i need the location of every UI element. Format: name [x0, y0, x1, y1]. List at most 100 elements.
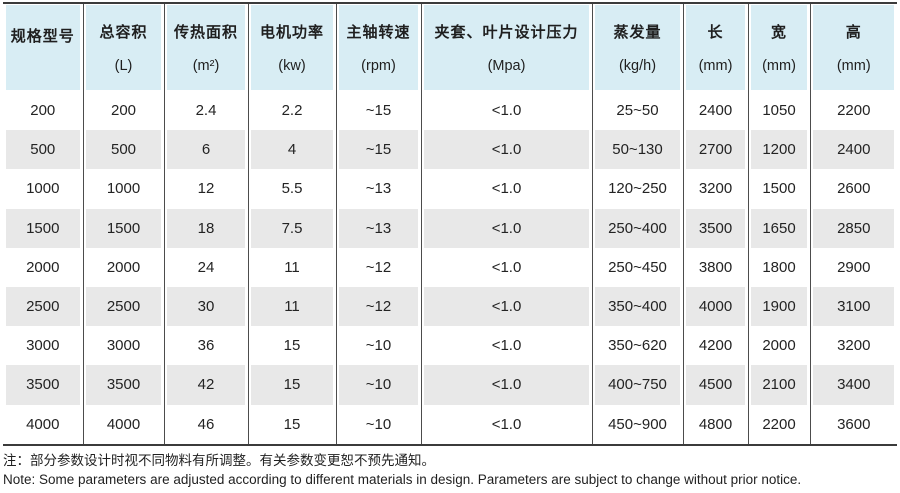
column-unit: (mm) [836, 58, 871, 74]
table-cell: 350~400 [591, 286, 683, 327]
table-cell: 200 [30, 102, 56, 120]
table-cell: 1800 [747, 247, 810, 287]
column-label: 夹套、叶片设计压力 [434, 24, 579, 41]
header-cell-1: 总容积 (L) [82, 4, 164, 91]
column-label: 长 [707, 24, 724, 41]
table-cell: 2000 [747, 326, 810, 366]
column-unit: (Mpa) [487, 58, 526, 74]
header-cell-0: 规格型号 [3, 4, 83, 91]
header-cell-6: 蒸发量 (kg/h) [591, 4, 683, 91]
table-cell: 3000 [26, 337, 60, 355]
table-cell: 1050 [747, 91, 810, 131]
table-cell: 2500 [82, 286, 164, 327]
table-cell: 400~750 [591, 365, 683, 405]
table-cell: 6 [163, 130, 248, 170]
column-unit: (m²) [192, 58, 220, 74]
column-label: 高 [845, 24, 862, 41]
table-cell: 2400 [682, 91, 748, 131]
table-cell: 4500 [682, 365, 748, 405]
footnotes: 注：部分参数设计时视不同物料有所调整。有关参数变更恕不预先通知。 Note: S… [3, 451, 900, 489]
table-cell: 1650 [747, 208, 810, 248]
header-cell-4: 主轴转速 (rpm) [335, 4, 421, 91]
table-cell: 2.2 [247, 91, 336, 131]
table-cell: 15 [247, 326, 336, 366]
table-cell: <1.0 [420, 208, 592, 248]
header-cell-9: 高 (mm) [809, 4, 897, 91]
table-cell: 2500 [3, 286, 83, 327]
table-cell: 50~130 [591, 130, 683, 170]
table-cell: ~12 [335, 247, 421, 287]
table-cell: 46 [163, 404, 248, 444]
column-unit: (mm) [698, 58, 733, 74]
table-cell: 450~900 [591, 404, 683, 444]
header-cell-inner: 电机功率 (kw) [252, 5, 333, 90]
header-cell-inner: 规格型号 [6, 5, 80, 90]
table-cell: <1.0 [420, 326, 592, 366]
table-row: 500 500 6 4 ~15 <1.0 50~130 2700 1200 2400 [3, 130, 897, 170]
table-cell: ~10 [335, 404, 421, 444]
table-cell: 3200 [809, 326, 897, 366]
table-cell: ~12 [335, 286, 421, 327]
table-row: 3000 3000 36 15 ~10 <1.0 350~620 4200 2000 3200 [3, 326, 897, 366]
table-cell: 42 [163, 365, 248, 405]
table-cell: <1.0 [420, 365, 592, 405]
table-row: 1000 1000 12 5.5 ~13 <1.0 120~250 3200 1500 2600 [3, 169, 897, 209]
table-cell: <1.0 [420, 169, 592, 209]
note-chinese: 注：部分参数设计时视不同物料有所调整。有关参数变更恕不预先通知。 [3, 452, 435, 468]
column-label: 总容积 [99, 24, 148, 41]
header-cell-2: 传热面积 (m²) [163, 4, 248, 91]
column-label: 主轴转速 [346, 24, 411, 41]
table-cell: 2.4 [163, 91, 248, 131]
header-cell-inner: 高 (mm) [814, 5, 895, 90]
table-cell: 350~620 [591, 326, 683, 366]
table-cell: 15 [247, 365, 336, 405]
table-cell: <1.0 [420, 91, 592, 131]
table-cell: 200 [82, 91, 164, 131]
table-cell: 3600 [809, 404, 897, 444]
table-cell: 2700 [682, 130, 748, 170]
table-cell: ~15 [335, 130, 421, 170]
table-cell: 18 [163, 208, 248, 248]
table-cell: 1200 [747, 130, 810, 170]
column-unit: (mm) [762, 58, 796, 74]
table-cell: <1.0 [420, 404, 592, 444]
table-cell: ~13 [335, 208, 421, 248]
column-label: 宽 [770, 24, 787, 41]
table-row: 2500 2500 30 11 ~12 <1.0 350~400 4000 1900 3100 [3, 286, 897, 327]
table-cell: 3500 [3, 365, 83, 405]
table-cell: 4000 [82, 404, 164, 444]
table-cell: 1000 [26, 180, 60, 198]
header-cell-8: 宽 (mm) [747, 4, 810, 91]
table-cell: ~15 [335, 91, 421, 131]
table-header-row: 规格型号 总容积 (L) 传热面积 (m²) 电机功率 (kw) 主轴转速 (rpm) 夹套、叶片… [3, 4, 897, 91]
table-cell: 24 [163, 247, 248, 287]
table-cell: 2100 [747, 365, 810, 405]
header-cell-inner: 长 (mm) [687, 5, 745, 90]
spec-table-container: 规格型号 总容积 (L) 传热面积 (m²) 电机功率 (kw) 主轴转速 (rpm) 夹套、叶片… [3, 2, 897, 446]
table-cell: 250~450 [591, 247, 683, 287]
table-cell: 3200 [682, 169, 748, 209]
table-cell: 500 [3, 130, 83, 170]
table-cell: 4000 [682, 286, 748, 327]
column-label: 传热面积 [173, 24, 238, 41]
table-cell: 3400 [809, 365, 897, 405]
header-cell-7: 长 (mm) [682, 4, 748, 91]
table-cell: 7.5 [247, 208, 336, 248]
table-cell: 30 [163, 286, 248, 327]
table-cell: 500 [82, 130, 164, 170]
table-cell: 1500 [3, 208, 83, 248]
table-cell: 3800 [682, 247, 748, 287]
table-cell: 4800 [682, 404, 748, 444]
table-row: 2000 2000 24 11 ~12 <1.0 250~450 3800 1800 2900 [3, 247, 897, 287]
column-label: 电机功率 [259, 24, 324, 41]
header-cell-5: 夹套、叶片设计压力 (Mpa) [420, 4, 592, 91]
table-cell: 11 [247, 247, 336, 287]
spec-table: 规格型号 总容积 (L) 传热面积 (m²) 电机功率 (kw) 主轴转速 (rpm) 夹套、叶片… [3, 4, 897, 444]
table-cell: 120~250 [591, 169, 683, 209]
header-cell-inner: 传热面积 (m²) [168, 5, 245, 90]
column-unit: (L) [114, 58, 133, 74]
table-cell: 2600 [809, 169, 897, 209]
table-row: 1500 1500 18 7.5 ~13 <1.0 250~400 3500 1650 2850 [3, 208, 897, 248]
table-cell: 3500 [82, 365, 164, 405]
table-cell: 11 [247, 286, 336, 327]
